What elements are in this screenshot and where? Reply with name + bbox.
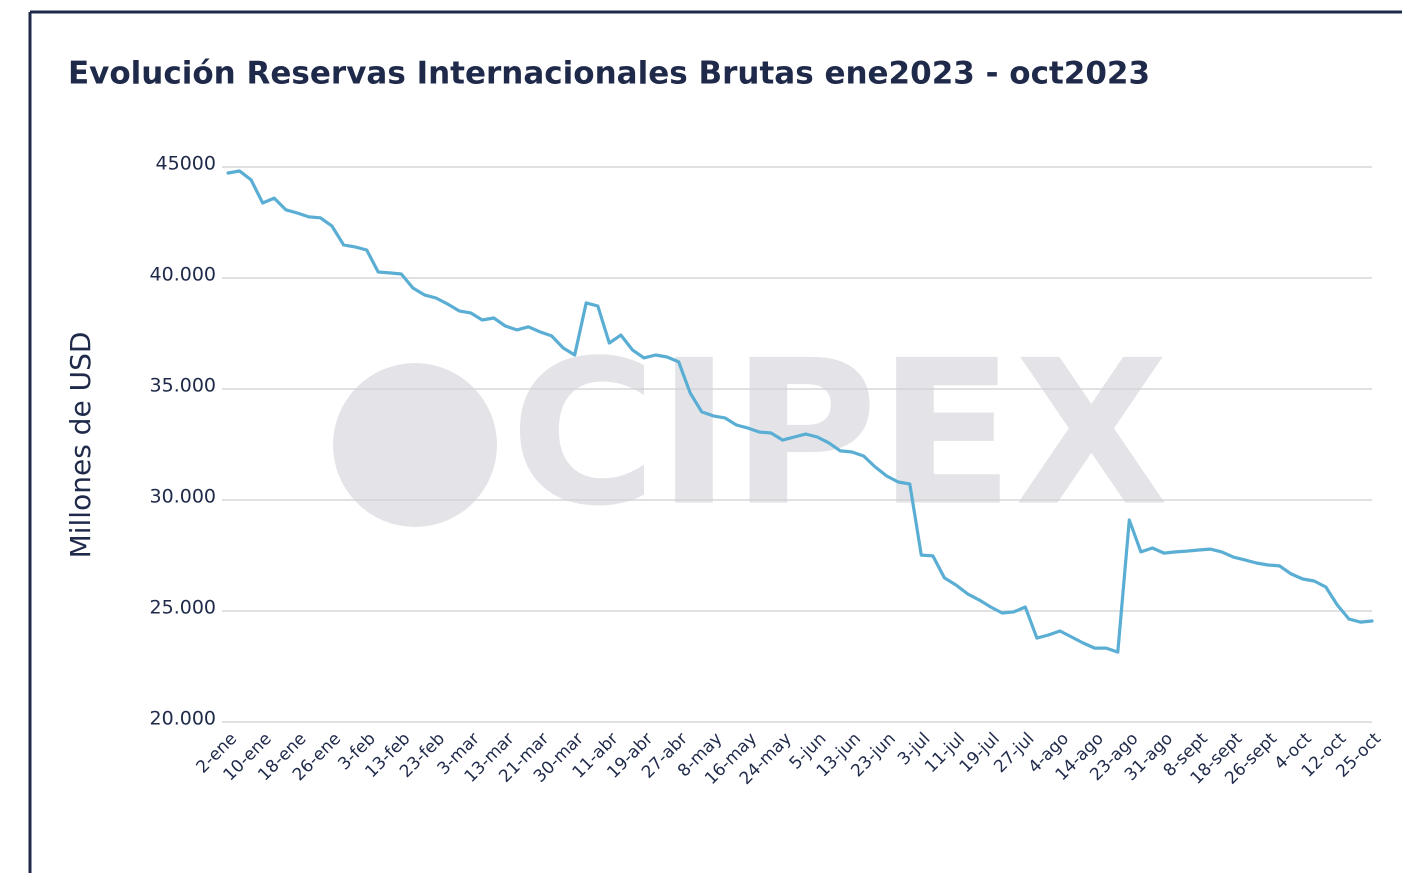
watermark-globe <box>333 363 497 527</box>
y-tick-label: 30.000 <box>150 486 216 508</box>
data-line <box>226 169 1374 654</box>
y-tick-label: 25.000 <box>150 597 216 619</box>
y-tick-label: 35.000 <box>150 375 216 397</box>
watermark: CIPEX <box>510 318 1169 551</box>
y-tick-label: 40.000 <box>150 264 216 286</box>
chart-title: Evolución Reservas Internacionales Bruta… <box>68 56 1150 92</box>
y-axis-label: Millones de USD <box>64 332 97 559</box>
y-tick-label: 20.000 <box>150 708 216 730</box>
y-tick-label: 45000 <box>156 153 216 175</box>
